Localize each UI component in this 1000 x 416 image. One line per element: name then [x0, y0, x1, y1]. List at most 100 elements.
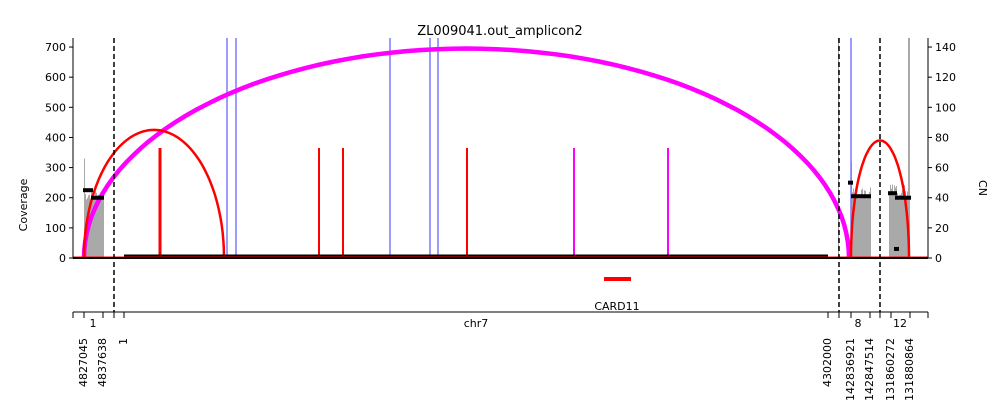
- coverage-bar: [102, 193, 103, 258]
- coverage-bar: [894, 185, 895, 258]
- pos-tick-label: 142847514: [863, 338, 876, 401]
- coverage-bar: [901, 192, 902, 258]
- pos-tick-label: 131880864: [903, 338, 916, 401]
- y-axis-left-label: Coverage: [17, 178, 30, 231]
- coverage-bar: [867, 195, 868, 258]
- cn-segment: [848, 180, 853, 185]
- coverage-bar: [870, 187, 871, 258]
- coverage-bar: [889, 191, 890, 258]
- gene-label: CARD11: [594, 300, 639, 313]
- coverage-bar: [897, 193, 898, 258]
- coverage-bar: [84, 158, 85, 258]
- pos-tick-label: 4827045: [77, 338, 90, 387]
- pos-tick-label: 131860272: [884, 338, 897, 401]
- blue-lines: [226, 38, 852, 258]
- pos-tick-label: 142836921: [844, 338, 857, 401]
- y-left-tick-label: 200: [45, 192, 66, 205]
- coverage-bar: [100, 192, 101, 258]
- coverage-bar: [855, 197, 856, 258]
- y-axis-right-label: CN: [976, 180, 989, 196]
- y-left-tick-label: 500: [45, 101, 66, 114]
- coverage-bar: [860, 195, 861, 258]
- coverage-bar: [103, 194, 104, 258]
- coverage-bar: [854, 192, 855, 258]
- coverage-bar: [97, 199, 98, 258]
- coverage-bar: [890, 184, 891, 258]
- cn-segment: [895, 195, 911, 200]
- cn-segment: [83, 188, 93, 193]
- coverage-bar: [898, 196, 899, 258]
- coverage-bar: [866, 198, 867, 258]
- coverage-bar: [892, 184, 893, 258]
- coverage-bar: [891, 188, 892, 258]
- cn-segments: [73, 180, 928, 259]
- coverage-bar: [93, 195, 94, 258]
- y-right-tick-label: 20: [935, 222, 949, 235]
- arc-long-range: [81, 46, 852, 259]
- coverage-bar: [905, 191, 906, 258]
- cn-segment: [91, 195, 104, 200]
- coverage-bar: [864, 190, 865, 258]
- coverage-bar: [862, 188, 863, 258]
- coverage-bar: [865, 190, 866, 258]
- coverage-bar: [857, 196, 858, 258]
- coverage-bar: [92, 193, 93, 258]
- coverage-bar: [906, 196, 907, 258]
- coverage-bar: [893, 193, 894, 258]
- coverage-bar: [868, 195, 869, 258]
- cn-segment: [888, 191, 897, 196]
- cn-segment: [851, 194, 871, 199]
- y-left-tick-label: 600: [45, 71, 66, 84]
- coverage-bar: [859, 194, 860, 258]
- cn-segment: [894, 246, 899, 251]
- coverage-bar: [98, 194, 99, 258]
- y-right-tick-label: 0: [935, 252, 942, 265]
- coverage-bar: [904, 184, 905, 258]
- pos-tick-label: 4302000: [821, 338, 834, 387]
- coverage-bar: [899, 194, 900, 258]
- pos-tick-label: 4837638: [96, 338, 109, 387]
- coverage-bar: [91, 190, 92, 258]
- coverage-bar: [861, 189, 862, 258]
- coverage-bar: [869, 191, 870, 258]
- chrom-label-8: 8: [855, 317, 862, 330]
- coverage-bar: [96, 192, 97, 258]
- arcs: [81, 46, 911, 259]
- coverage-bar: [856, 188, 857, 258]
- coverage-bar: [90, 199, 91, 258]
- coverage-bar: [896, 186, 897, 258]
- coverage-bar: [900, 194, 901, 258]
- breakpoint-lines: [158, 148, 669, 258]
- arc-local: [82, 128, 226, 259]
- chrom-label-chr7: chr7: [464, 317, 489, 330]
- dashed-boundaries: [113, 38, 881, 312]
- coverage-bar: [99, 197, 100, 258]
- y-right-tick-label: 120: [935, 71, 956, 84]
- y-left-tick-label: 100: [45, 222, 66, 235]
- coverage-bar: [908, 38, 910, 258]
- gene-bar: [604, 277, 631, 281]
- coverage-bar: [895, 187, 896, 258]
- y-left-tick-label: 400: [45, 131, 66, 144]
- coverage-bar: [902, 190, 903, 258]
- y-left-tick-label: 0: [59, 252, 66, 265]
- y-left-tick-label: 300: [45, 162, 66, 175]
- coverage-bar: [94, 197, 95, 258]
- y-right-tick-label: 60: [935, 162, 949, 175]
- y-right-tick-label: 40: [935, 192, 949, 205]
- axes: 0 100 200 300 400 500 600 700 0 20 40 60 80 100 120 140: [45, 38, 956, 318]
- coverage-bar: [101, 198, 102, 258]
- coverage-bar: [95, 191, 96, 258]
- pos-tick-label: 1: [117, 338, 130, 345]
- coverage-bar: [903, 185, 904, 258]
- chart-title: ZL009041.out_amplicon2: [417, 24, 582, 39]
- y-right-tick-label: 140: [935, 41, 956, 54]
- coverage-bar: [858, 198, 859, 258]
- cn-segment: [124, 254, 828, 259]
- coverage-bars: [84, 38, 910, 258]
- y-left-tick-label: 700: [45, 41, 66, 54]
- chrom-label-1: 1: [90, 317, 97, 330]
- y-right-tick-label: 80: [935, 131, 949, 144]
- chrom-label-12: 12: [893, 317, 907, 330]
